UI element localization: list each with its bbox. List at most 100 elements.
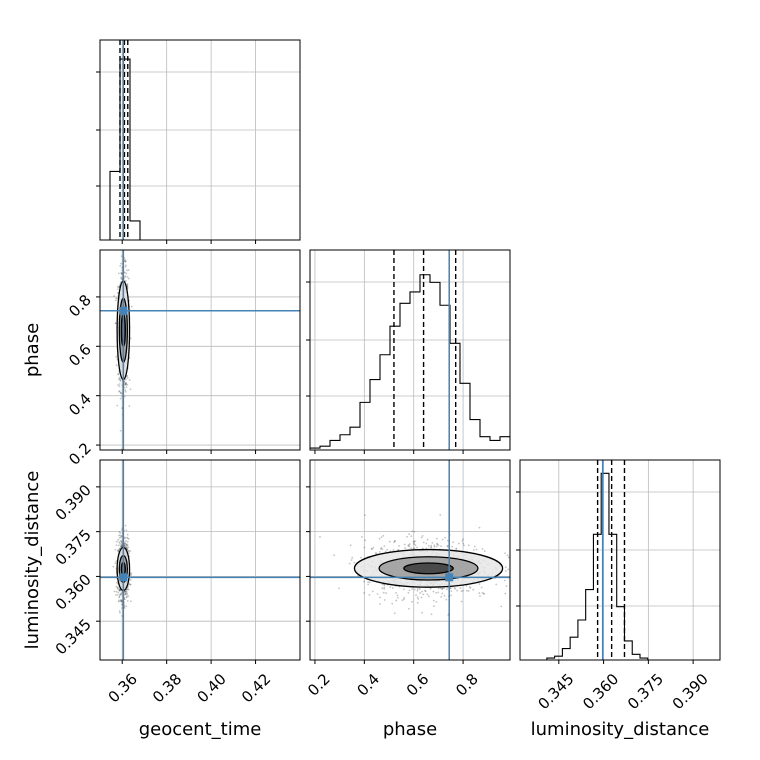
- histogram-bin: [586, 590, 594, 660]
- sample-point: [410, 547, 412, 550]
- sample-point: [518, 574, 520, 576]
- sample-point: [421, 547, 424, 550]
- sample-point: [125, 279, 127, 282]
- panel-border: [99, 39, 301, 241]
- sample-point: [408, 589, 411, 592]
- histogram-bin: [617, 607, 625, 660]
- hist-bars-group: [100, 40, 141, 240]
- sample-point: [472, 588, 475, 591]
- histogram-bin: [380, 355, 390, 450]
- sample-point: [126, 548, 129, 551]
- sample-point: [445, 588, 448, 591]
- sample-point: [123, 276, 126, 278]
- sample-point: [503, 579, 506, 582]
- sample-point: [115, 581, 118, 584]
- sample-point: [504, 552, 506, 555]
- sample-point: [124, 260, 126, 262]
- sample-point: [126, 376, 129, 379]
- histogram-bin: [570, 637, 578, 660]
- sample-point: [435, 591, 438, 594]
- sample-point: [401, 599, 404, 602]
- sample-point: [118, 589, 121, 592]
- sample-point: [374, 552, 377, 554]
- histogram-bin: [390, 326, 400, 450]
- sample-point: [120, 599, 122, 602]
- histogram-bin: [460, 383, 470, 450]
- sample-point: [411, 600, 413, 603]
- sample-point: [515, 580, 517, 582]
- sample-point: [483, 592, 486, 595]
- truth-marker: [119, 573, 128, 582]
- sample-point: [367, 581, 370, 584]
- sample-point: [125, 382, 127, 385]
- hist-bars-group: [546, 460, 664, 660]
- sample-point: [421, 611, 424, 614]
- sample-point: [407, 544, 410, 547]
- sample-point: [423, 589, 426, 592]
- truth-marker: [445, 573, 454, 582]
- sample-point: [495, 583, 498, 586]
- panel-border: [99, 249, 301, 451]
- y-tick-label: 0.375: [52, 526, 95, 569]
- sample-point: [126, 600, 129, 602]
- panel-hist-geocent_time: [96, 39, 301, 244]
- sample-point: [118, 589, 120, 592]
- sample-point: [443, 594, 446, 597]
- sample-point: [121, 541, 123, 544]
- sample-point: [416, 596, 419, 599]
- sample-point: [422, 593, 425, 596]
- sample-point: [376, 593, 379, 595]
- sample-point: [120, 592, 122, 595]
- sample-point: [411, 530, 414, 533]
- sample-point: [406, 535, 408, 538]
- sample-point: [370, 547, 373, 550]
- sample-point: [388, 540, 391, 543]
- panel-density-geocent_time-vs-phase: 0.2 0.4 0.6 0.8: [65, 249, 301, 469]
- histogram-bin: [400, 303, 410, 450]
- sample-point: [414, 544, 417, 546]
- sample-point: [396, 594, 399, 597]
- sample-point: [123, 542, 126, 545]
- sample-point: [119, 391, 122, 394]
- sample-point: [124, 390, 127, 393]
- sample-point: [425, 542, 428, 545]
- sample-point: [381, 548, 384, 551]
- sample-point: [383, 588, 386, 590]
- sample-point: [450, 590, 453, 592]
- sample-point: [412, 541, 415, 543]
- y-tick-label: 0.390: [52, 481, 95, 524]
- sample-point: [124, 378, 127, 381]
- sample-point: [118, 599, 120, 602]
- sample-point: [119, 429, 122, 432]
- sample-point: [129, 388, 132, 391]
- sample-point: [118, 530, 121, 533]
- sample-point: [510, 576, 512, 578]
- histogram-bin: [410, 292, 420, 450]
- sample-point: [124, 592, 127, 594]
- sample-point: [128, 583, 130, 586]
- sample-point: [127, 588, 130, 591]
- axis-title-geocent_time: geocent_time: [139, 719, 262, 740]
- sample-point: [422, 541, 425, 544]
- sample-point: [120, 255, 123, 258]
- sample-point: [115, 356, 118, 358]
- sample-point: [118, 610, 121, 612]
- sample-point: [462, 542, 465, 545]
- sample-point: [118, 390, 121, 392]
- sample-point: [119, 594, 121, 597]
- sample-point: [117, 587, 119, 590]
- sample-point: [397, 596, 399, 599]
- sample-point: [130, 574, 133, 576]
- histogram-bin: [470, 420, 480, 450]
- histogram-bin: [110, 171, 120, 240]
- sample-point: [372, 546, 375, 549]
- sample-point: [460, 600, 463, 603]
- sample-point: [127, 277, 130, 280]
- histogram-bin: [555, 656, 563, 660]
- sample-point: [126, 284, 129, 287]
- sample-point: [429, 588, 432, 590]
- sample-point: [456, 589, 459, 592]
- histogram-bin: [490, 440, 500, 450]
- y-tick-label: 0.345: [52, 615, 95, 658]
- sample-point: [120, 593, 123, 596]
